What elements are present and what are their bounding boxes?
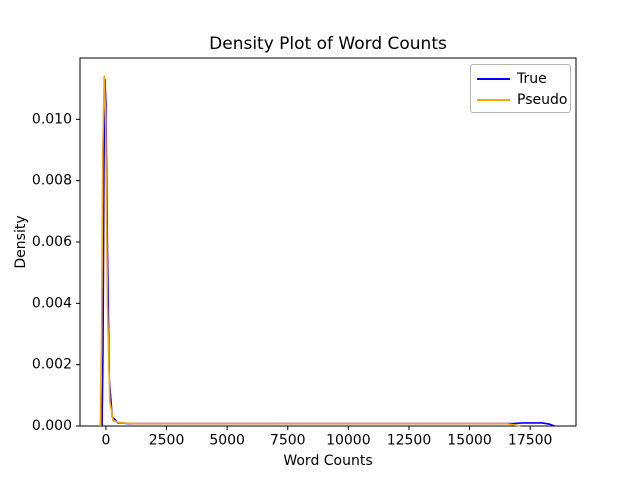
legend-entry-pseudo: Pseudo — [477, 89, 570, 110]
x-tick-label: 15000 — [447, 433, 492, 449]
x-tick-label: 17500 — [508, 433, 553, 449]
legend-line-swatch — [477, 77, 510, 80]
x-tick-label: 12500 — [387, 433, 432, 449]
axes-frame — [79, 57, 577, 427]
x-tick-label: 0 — [101, 433, 110, 449]
x-tick-label: 5000 — [209, 433, 245, 449]
legend-line-swatch — [477, 98, 510, 101]
x-tick-label: 7500 — [270, 433, 306, 449]
y-tick-label: 0.000 — [32, 418, 72, 434]
y-tick-label: 0.006 — [32, 234, 72, 250]
y-tick-label: 0.004 — [32, 295, 72, 311]
legend-label: Pseudo — [517, 91, 568, 108]
y-tick-label: 0.008 — [32, 173, 72, 189]
chart-title: Density Plot of Word Counts — [209, 34, 447, 54]
legend-label: True — [517, 70, 547, 87]
x-tick-label: 2500 — [149, 433, 185, 449]
series-line-pseudo — [99, 75, 521, 427]
y-axis-label: Density — [13, 215, 29, 269]
legend: True Pseudo — [470, 64, 571, 113]
legend-entry-true: True — [477, 68, 570, 89]
y-tick-label: 0.010 — [32, 111, 72, 127]
x-axis-label: Word Counts — [283, 453, 373, 469]
y-tick-label: 0.002 — [32, 357, 72, 373]
x-tick-label: 10000 — [326, 433, 371, 449]
